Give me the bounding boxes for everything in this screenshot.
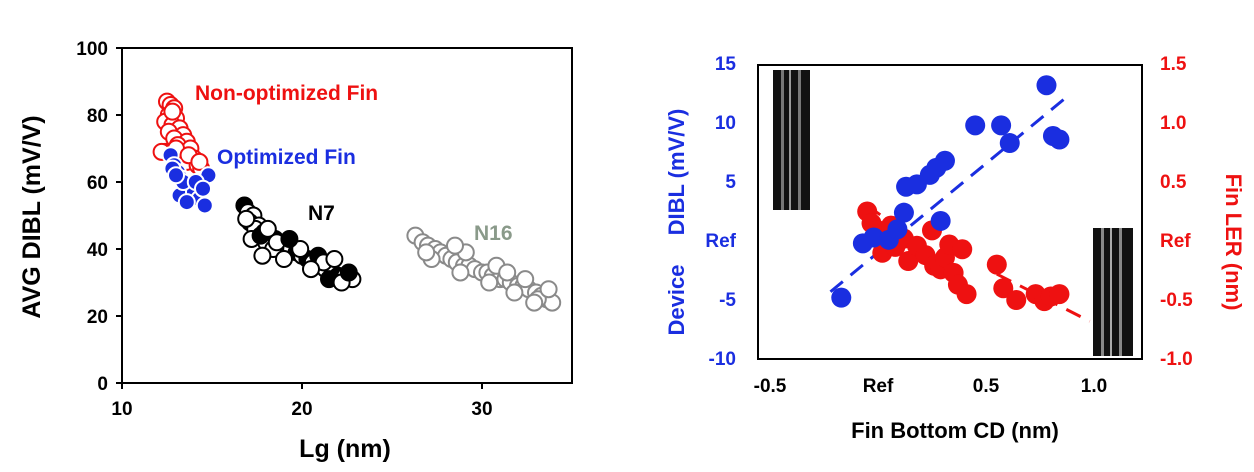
ler-point bbox=[993, 278, 1014, 299]
dibl-point bbox=[930, 210, 951, 231]
right-left-y-tick-label: 5 bbox=[725, 172, 736, 193]
annot-n16: N16 bbox=[474, 222, 513, 245]
left-point-n7 bbox=[325, 250, 344, 269]
dibl-point bbox=[863, 227, 884, 248]
left-y-tick-label: 60 bbox=[87, 173, 108, 194]
right-right-y-tick-label: 0.5 bbox=[1160, 172, 1187, 193]
left-point-n7 bbox=[258, 219, 277, 238]
dibl-point bbox=[934, 150, 955, 171]
right-right-y-tick-label: 1.5 bbox=[1160, 54, 1187, 75]
left-point-optimized-fin bbox=[195, 196, 214, 215]
left-point-n16 bbox=[451, 263, 470, 282]
left-y-tick-label: 100 bbox=[76, 39, 108, 60]
right-left-y-tick-label: -5 bbox=[719, 290, 736, 311]
left-point-n16 bbox=[516, 270, 535, 289]
left-x-tick-label: 30 bbox=[471, 399, 492, 420]
right-left-y-tick-label: 15 bbox=[715, 54, 737, 75]
right-right-y-tick-label: -1.0 bbox=[1160, 349, 1193, 370]
annot-n7: N7 bbox=[308, 202, 335, 225]
right-right-y-tick-label: -0.5 bbox=[1160, 290, 1193, 311]
dibl-point bbox=[1049, 129, 1070, 150]
right-x-tick-label: 0.5 bbox=[973, 376, 1000, 397]
dibl-point bbox=[999, 133, 1020, 154]
ler-point bbox=[1006, 290, 1027, 310]
left-point-n16 bbox=[480, 273, 499, 292]
dibl-point bbox=[887, 219, 908, 240]
right-x-tick-label: Ref bbox=[863, 376, 894, 397]
left-point-n7 bbox=[339, 263, 358, 282]
ler-point bbox=[898, 251, 919, 272]
right-x-tick-label: -0.5 bbox=[754, 376, 787, 397]
dibl-point bbox=[893, 202, 914, 223]
left-point-n7 bbox=[291, 240, 310, 258]
annot-optimized-fin: Optimized Fin bbox=[217, 146, 356, 169]
left-point-n7 bbox=[253, 246, 272, 265]
left-point-non-optimized-fin bbox=[163, 102, 182, 121]
ler-point bbox=[986, 254, 1007, 275]
left-y-tick-label: 20 bbox=[87, 307, 108, 328]
left-point-n16 bbox=[417, 243, 436, 262]
left-x-tick-label: 10 bbox=[111, 399, 132, 420]
ler-point bbox=[1049, 284, 1070, 305]
left-point-optimized-fin bbox=[177, 193, 196, 212]
right-right-y-tick-label: Ref bbox=[1160, 231, 1191, 252]
dibl-point bbox=[1036, 75, 1057, 96]
left-point-n7 bbox=[280, 229, 299, 248]
left-y-axis-label: AVG DIBL (mV/V) bbox=[18, 115, 46, 318]
dibl-point bbox=[991, 115, 1012, 136]
fin-image-top-left bbox=[773, 70, 810, 210]
left-point-n7 bbox=[302, 260, 320, 279]
left-point-n16 bbox=[498, 263, 517, 282]
left-chart: 0 20 40 60 80 100 10 20 30 Non-optimized Fin Opt… bbox=[18, 39, 573, 463]
right-right-y-tick-label: 1.0 bbox=[1160, 113, 1186, 134]
left-point-n16 bbox=[446, 236, 464, 255]
right-y-axis-label-device: Device bbox=[664, 265, 689, 336]
right-chart: -0.5 Ref 0.5 1.0 15 10 5 Ref -5 -10 1.5 1.0 0.5 Ref -0… bbox=[664, 54, 1246, 443]
left-y-tick-label: 0 bbox=[97, 374, 108, 395]
left-point-non-optimized-fin bbox=[190, 152, 209, 171]
left-y-tick-label: 80 bbox=[87, 106, 108, 127]
right-left-y-tick-label: Ref bbox=[705, 231, 736, 252]
right-secondary-axis-label: Fin LER (nm) bbox=[1221, 174, 1246, 311]
left-point-optimized-fin bbox=[167, 166, 185, 185]
left-plot-area bbox=[121, 47, 573, 384]
dibl-point bbox=[831, 287, 852, 308]
left-point-n7 bbox=[237, 209, 256, 228]
left-y-tick-label: 40 bbox=[87, 240, 108, 261]
right-left-y-tick-label: 10 bbox=[715, 113, 736, 134]
right-y-axis-label-dibl: DIBL (mV/V) bbox=[664, 109, 689, 236]
left-x-tick-label: 20 bbox=[291, 399, 312, 420]
left-point-n7 bbox=[275, 250, 293, 269]
fin-image-bottom-right bbox=[1093, 228, 1133, 356]
left-point-n16 bbox=[525, 293, 544, 312]
left-x-axis-label: Lg (nm) bbox=[299, 435, 391, 463]
ler-point bbox=[952, 239, 973, 260]
right-x-axis-label: Fin Bottom CD (nm) bbox=[851, 418, 1059, 443]
annot-non-optimized-fin: Non-optimized Fin bbox=[195, 82, 378, 105]
ler-point bbox=[956, 284, 977, 305]
right-plot-area bbox=[757, 64, 1143, 360]
left-point-n16 bbox=[539, 280, 558, 299]
dibl-point bbox=[965, 115, 986, 136]
left-point-optimized-fin bbox=[194, 179, 212, 198]
left-point-n16 bbox=[505, 283, 524, 302]
right-x-tick-label: 1.0 bbox=[1081, 376, 1107, 397]
right-left-y-tick-label: -10 bbox=[709, 349, 736, 370]
